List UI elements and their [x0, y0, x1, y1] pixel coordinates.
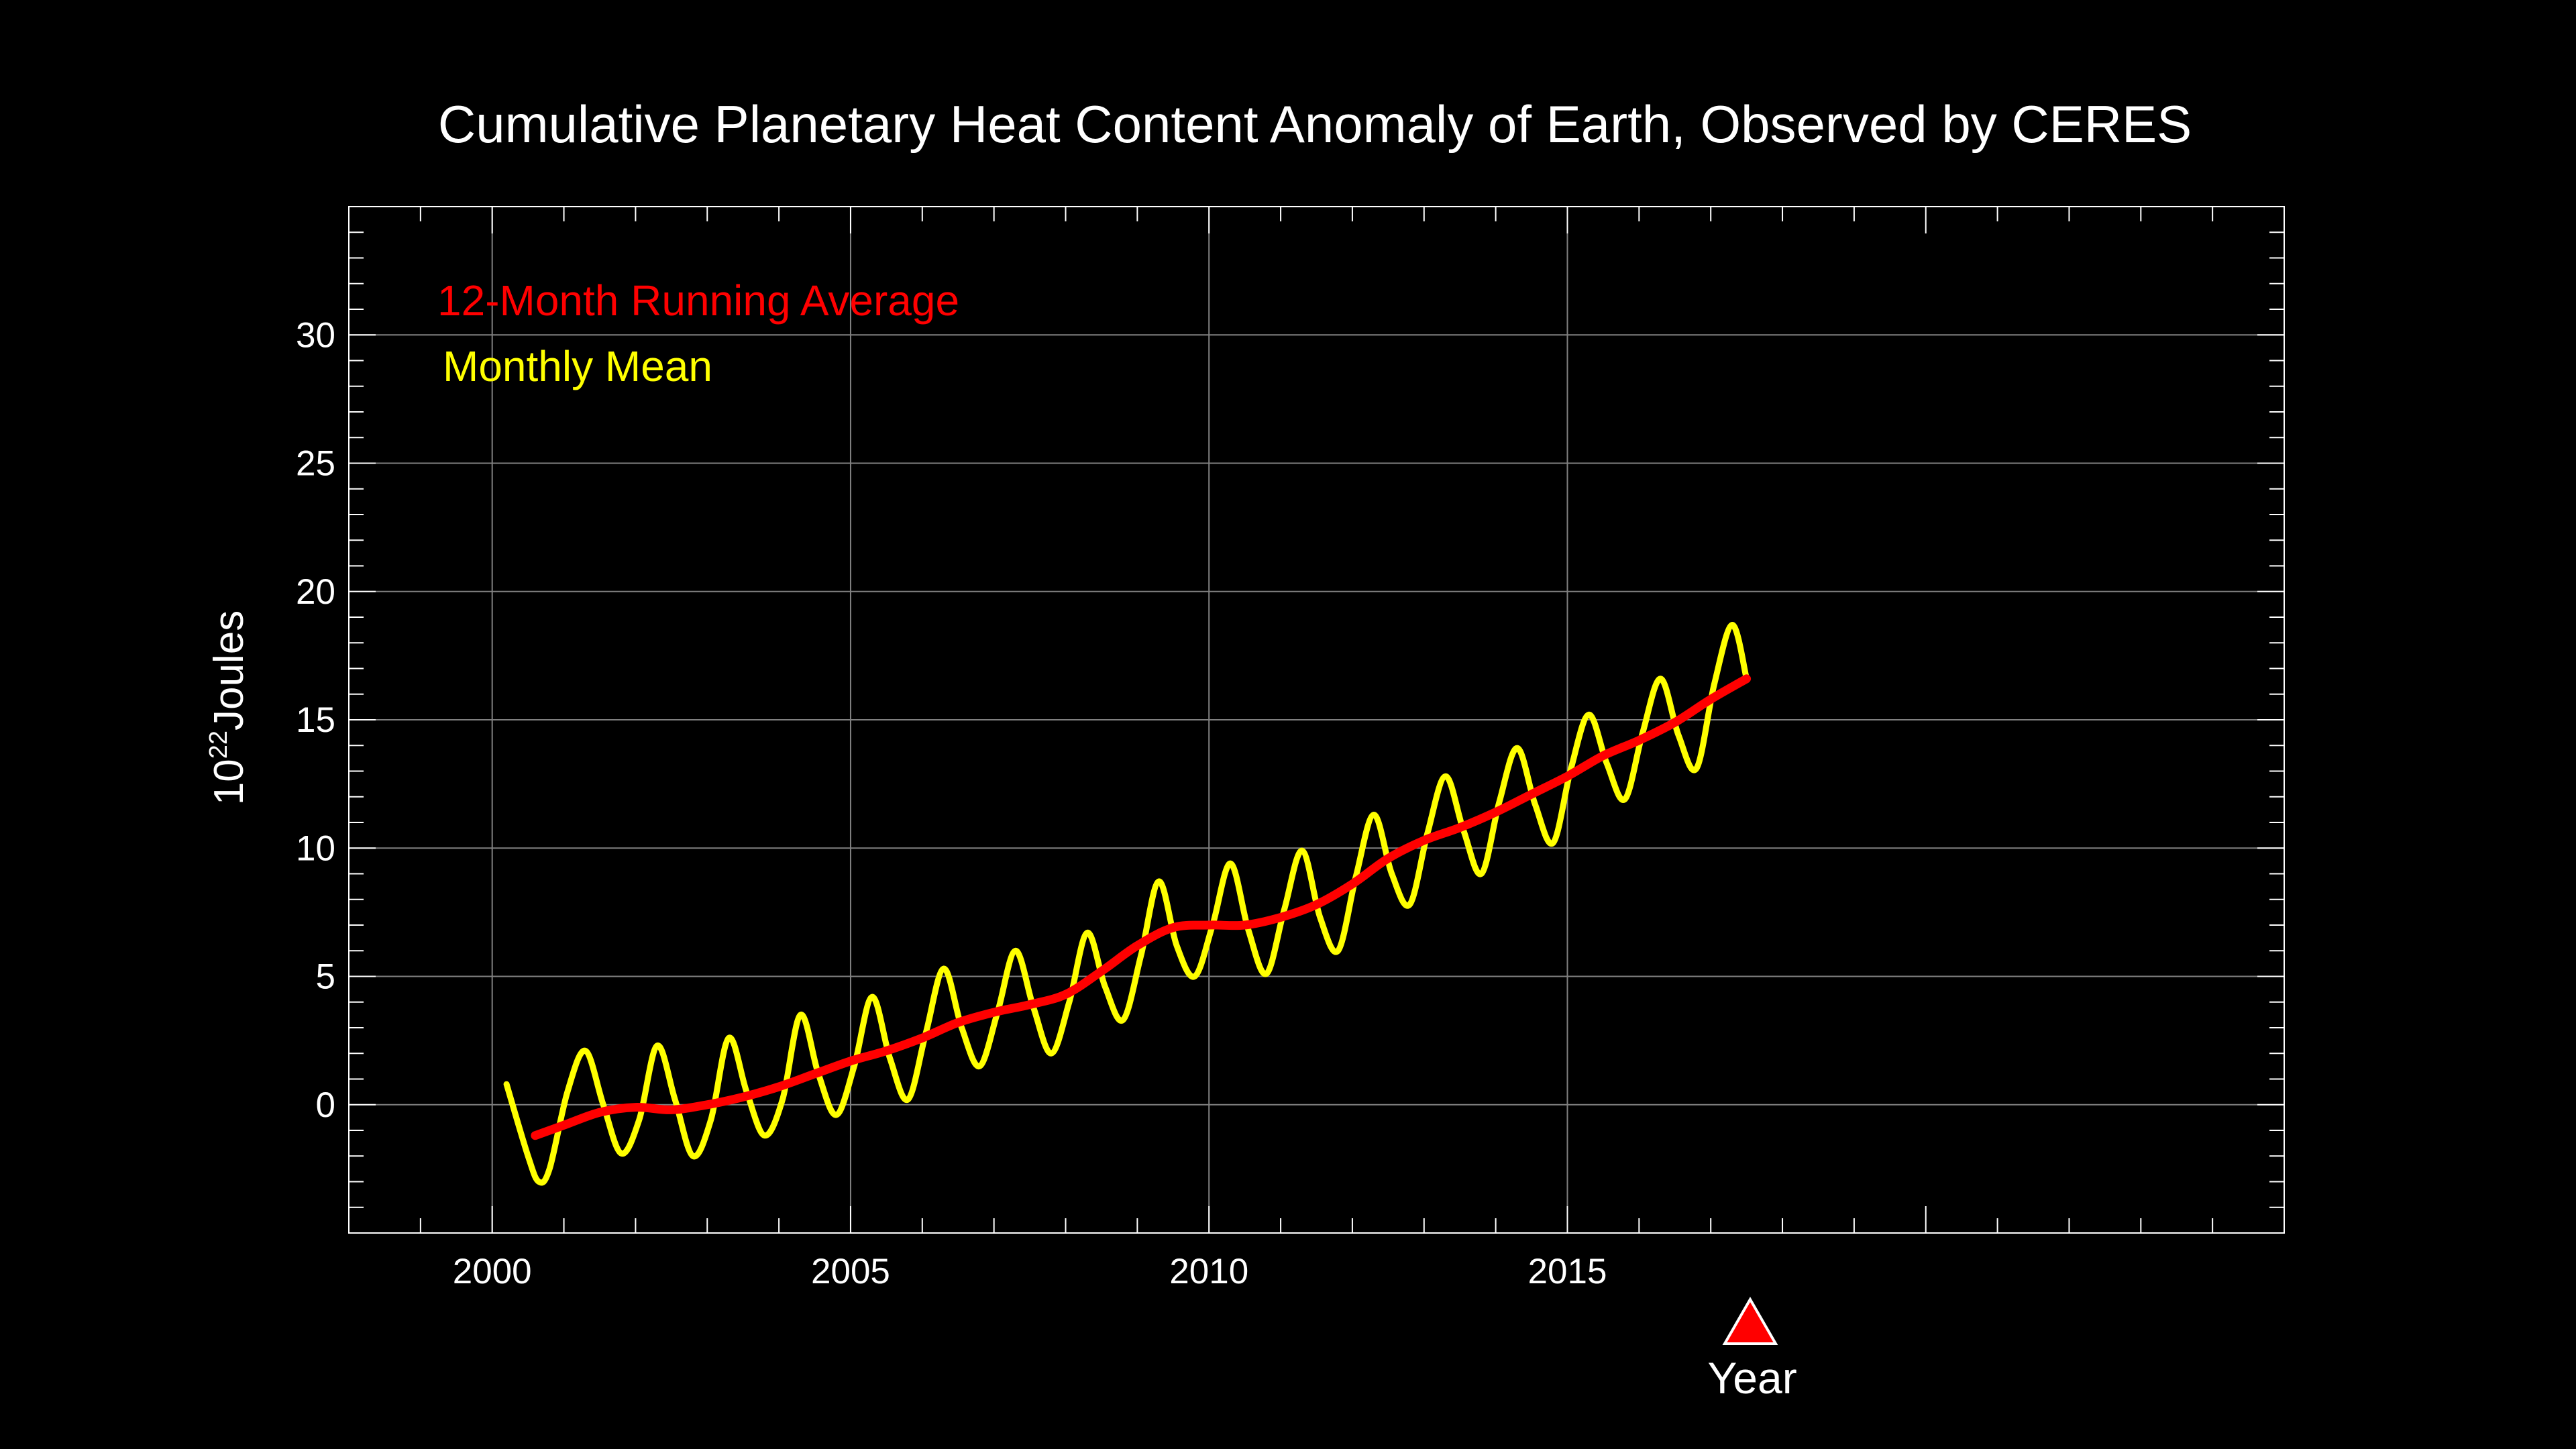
y-tick-labels: 0 5 10 15 20 25 30 — [296, 315, 335, 1125]
y-tick-label: 25 — [296, 444, 335, 484]
legend-running-average: 12-Month Running Average — [437, 276, 959, 325]
y-axis-label-unit: Joules — [206, 610, 252, 731]
series-layer — [503, 621, 1752, 1186]
y-axis-label: 1022Joules — [205, 610, 252, 805]
x-tick-label: 2015 — [1528, 1252, 1607, 1291]
x-tick-label: 2005 — [811, 1252, 890, 1291]
x-axis-label: Year — [1707, 1353, 1796, 1403]
legend-monthly-mean: Monthly Mean — [443, 342, 712, 390]
running-average-line — [531, 674, 1752, 1140]
grid-lines — [349, 207, 2284, 1233]
y-tick-label: 20 — [296, 572, 335, 612]
y-tick-label: 10 — [296, 828, 335, 868]
chart-title: Cumulative Planetary Heat Content Anomal… — [438, 95, 2192, 154]
red-triangle-marker-icon — [1722, 1296, 1778, 1345]
y-tick-label: 0 — [316, 1085, 335, 1125]
x-tick-label: 2010 — [1169, 1252, 1248, 1291]
x-tick-labels: 2000 2005 2010 2015 — [453, 1252, 1607, 1291]
y-tick-label: 15 — [296, 700, 335, 740]
plot-frame — [348, 206, 2285, 1234]
y-axis-label-base: 10 — [206, 759, 252, 805]
y-axis-label-exponent: 22 — [205, 731, 233, 759]
y-tick-label: 30 — [296, 315, 335, 355]
y-tick-label: 5 — [316, 957, 335, 997]
x-tick-label: 2000 — [453, 1252, 532, 1291]
